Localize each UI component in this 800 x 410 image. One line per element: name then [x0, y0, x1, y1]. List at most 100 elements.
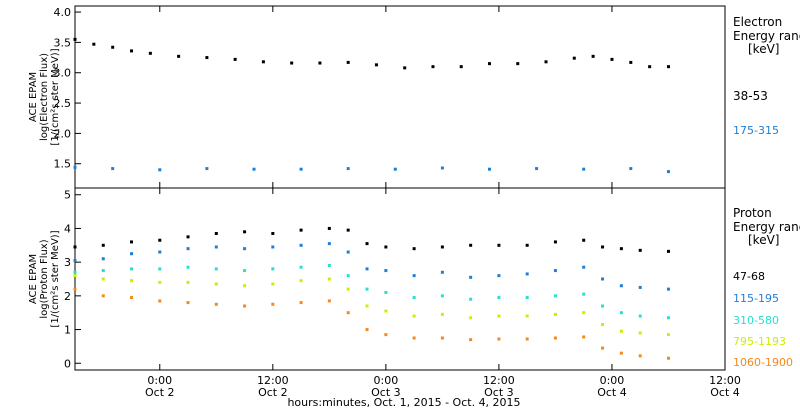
data-point-38-53 — [318, 61, 322, 65]
data-point-175-315 — [158, 168, 162, 172]
data-point-115-195 — [582, 265, 586, 269]
data-point-795-1193 — [101, 277, 105, 281]
data-point-115-195 — [497, 274, 501, 278]
data-point-47-68 — [214, 232, 218, 235]
proton-legend-entry-115-195: 115-195 — [733, 292, 779, 305]
data-point-310-580 — [158, 267, 162, 271]
electron-legend-title-3: [keV] — [748, 42, 779, 56]
data-point-115-195 — [365, 267, 369, 271]
data-point-1060-1900 — [73, 287, 77, 291]
data-point-38-53 — [290, 61, 294, 65]
data-point-47-68 — [73, 245, 77, 249]
data-point-47-68 — [101, 243, 105, 247]
y-tick-label: 2.0 — [54, 127, 72, 140]
proton-legend-entry-47-68: 47-68 — [733, 270, 765, 283]
proton-x-ticks — [159, 188, 726, 370]
electron-legend-title-2: Energy range — [733, 29, 800, 43]
x-tick-time-label: 0:00 — [374, 374, 399, 387]
data-point-310-580 — [365, 287, 369, 291]
proton-y-ticks: 0 1 2 3 4 5 — [64, 189, 81, 370]
data-point-115-195 — [186, 247, 190, 251]
data-point-38-53 — [73, 37, 77, 41]
data-point-38-53 — [130, 49, 134, 53]
data-point-47-68 — [582, 238, 586, 242]
data-point-175-315 — [393, 167, 397, 171]
x-axis-title: hours:minutes, Oct. 1, 2015 - Oct. 4, 20… — [287, 396, 520, 409]
data-point-38-53 — [92, 42, 96, 46]
data-point-115-195 — [346, 250, 350, 254]
data-point-38-53 — [177, 54, 181, 58]
data-point-795-1193 — [365, 304, 369, 308]
data-point-38-53 — [487, 62, 491, 66]
electron-ylabel-line-1: ACE EPAM — [28, 72, 39, 122]
data-point-175-315 — [440, 166, 444, 170]
x-tick-time-label: 12:00 — [257, 374, 289, 387]
data-point-47-68 — [601, 245, 605, 249]
data-point-795-1193 — [440, 312, 444, 316]
data-point-795-1193 — [271, 282, 275, 286]
data-point-38-53 — [591, 54, 595, 58]
data-point-38-53 — [148, 51, 152, 55]
data-point-310-580 — [73, 270, 77, 274]
data-point-38-53 — [516, 62, 520, 66]
proton-ylabel-line-1: ACE EPAM — [28, 254, 39, 304]
data-point-795-1193 — [666, 333, 670, 337]
y-tick-label: 2.5 — [54, 97, 72, 110]
data-point-38-53 — [346, 60, 350, 64]
data-point-310-580 — [271, 267, 275, 271]
data-point-310-580 — [299, 265, 303, 269]
data-point-47-68 — [497, 243, 501, 247]
data-point-38-53 — [544, 60, 548, 64]
y-tick-label: 2 — [64, 290, 71, 303]
data-point-115-195 — [130, 252, 134, 256]
data-point-310-580 — [412, 296, 416, 300]
data-point-795-1193 — [73, 274, 77, 278]
electron-legend: Electron Energy range [keV] 38-53 175-31… — [733, 15, 800, 137]
x-tick-time-label: 0:00 — [600, 374, 625, 387]
data-point-1060-1900 — [130, 296, 134, 300]
data-point-115-195 — [243, 247, 247, 251]
data-point-47-68 — [469, 243, 473, 247]
data-point-38-53 — [205, 56, 209, 60]
data-point-115-195 — [384, 269, 388, 273]
data-point-115-195 — [327, 242, 331, 246]
electron-x-ticks — [159, 6, 726, 188]
data-point-1060-1900 — [214, 302, 218, 306]
data-point-38-53 — [629, 60, 633, 64]
proton-panel: 0 1 2 3 4 5 ACE EPAM log(Proton Flux) [1/(cm²… — [28, 187, 800, 371]
data-point-1060-1900 — [365, 328, 369, 332]
data-point-1060-1900 — [346, 311, 350, 315]
data-point-175-315 — [666, 170, 670, 174]
data-point-175-315 — [487, 167, 491, 171]
data-point-38-53 — [233, 57, 237, 61]
data-point-795-1193 — [158, 280, 162, 284]
data-point-38-53 — [572, 56, 576, 60]
data-point-115-195 — [158, 250, 162, 254]
data-point-310-580 — [553, 294, 557, 298]
data-point-47-68 — [638, 248, 642, 252]
data-point-795-1193 — [638, 331, 642, 335]
data-point-115-195 — [619, 284, 623, 288]
data-point-310-580 — [440, 294, 444, 298]
proton-plot-frame — [74, 187, 726, 371]
data-point-115-195 — [553, 269, 557, 273]
y-tick-label: 3 — [64, 256, 71, 269]
data-point-38-53 — [111, 45, 115, 49]
data-point-1060-1900 — [384, 333, 388, 337]
data-point-47-68 — [299, 228, 303, 232]
data-point-310-580 — [101, 269, 105, 273]
data-point-115-195 — [469, 275, 473, 279]
data-point-47-68 — [384, 245, 388, 249]
data-point-115-195 — [299, 243, 303, 247]
data-point-795-1193 — [243, 284, 247, 288]
data-point-795-1193 — [384, 309, 388, 313]
data-point-310-580 — [243, 269, 247, 273]
data-point-795-1193 — [130, 279, 134, 283]
data-point-115-195 — [601, 277, 605, 281]
x-tick-date-label: Oct 4 — [597, 386, 627, 399]
y-tick-label: 1 — [64, 324, 71, 337]
data-point-115-195 — [214, 245, 218, 249]
data-point-310-580 — [497, 296, 501, 300]
data-point-175-315 — [73, 165, 77, 169]
data-point-1060-1900 — [158, 299, 162, 303]
